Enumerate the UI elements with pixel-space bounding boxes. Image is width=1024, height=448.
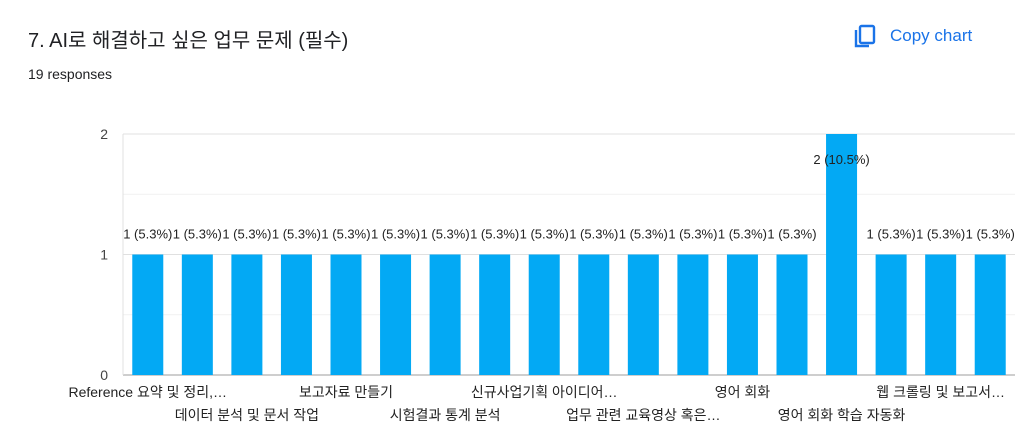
y-tick-label: 0 (100, 367, 108, 383)
bar (875, 254, 907, 375)
bar (578, 254, 610, 375)
data-label: 1 (5.3%) (867, 227, 916, 242)
x-tick-label: 보고자료 만들기 (299, 384, 393, 400)
bar (677, 254, 709, 375)
data-label: 1 (5.3%) (916, 227, 965, 242)
data-label: 1 (5.3%) (520, 227, 569, 242)
bar (627, 254, 659, 375)
x-tick-label: 신규사업기획 아이디어… (471, 384, 618, 400)
data-label: 1 (5.3%) (619, 227, 668, 242)
x-tick-label: Reference 요약 및 정리,… (68, 384, 227, 400)
bar (974, 254, 1006, 375)
bar (479, 254, 511, 375)
copy-chart-label: Copy chart (890, 26, 973, 45)
x-tick-label: 웹 크롤링 및 보고서… (876, 384, 1005, 400)
data-label: 1 (5.3%) (718, 227, 767, 242)
data-label: 1 (5.3%) (569, 227, 618, 242)
data-label: 1 (5.3%) (123, 227, 172, 242)
x-tick-label: 영어 회화 학습 자동화 (778, 407, 906, 423)
x-tick-label: 업무 관련 교육영상 혹은… (566, 407, 720, 423)
data-label: 1 (5.3%) (421, 227, 470, 242)
bar (726, 254, 758, 375)
bar (925, 254, 957, 375)
bar (330, 254, 362, 375)
x-tick-label: 영어 회화 (715, 384, 771, 400)
data-label: 1 (5.3%) (767, 227, 816, 242)
bar (776, 254, 808, 375)
data-label: 1 (5.3%) (321, 227, 370, 242)
bar (429, 254, 461, 375)
bar (826, 134, 858, 375)
bar (181, 254, 213, 375)
x-tick-label: 데이터 분석 및 문서 작업 (175, 407, 319, 423)
copy-icon (854, 24, 876, 48)
x-tick-label: 시험결과 통계 분석 (390, 407, 501, 423)
bar (280, 254, 312, 375)
data-label: 1 (5.3%) (173, 227, 222, 242)
data-label: 1 (5.3%) (966, 227, 1015, 242)
data-label: 1 (5.3%) (371, 227, 420, 242)
data-label: 1 (5.3%) (222, 227, 271, 242)
bar (380, 254, 412, 375)
response-count: 19 responses (28, 66, 113, 82)
data-label: 1 (5.3%) (470, 227, 519, 242)
y-tick-label: 2 (100, 126, 108, 142)
data-label: 2 (10.5%) (813, 152, 869, 167)
copy-chart-button[interactable]: Copy chart (846, 18, 980, 54)
bar (528, 254, 560, 375)
y-tick-label: 1 (100, 247, 108, 263)
data-label: 1 (5.3%) (668, 227, 717, 242)
bar (132, 254, 164, 375)
chart-title: 7. AI로 해결하고 싶은 업무 문제 (필수) (28, 30, 349, 52)
bar (231, 254, 263, 375)
data-label: 1 (5.3%) (272, 227, 321, 242)
